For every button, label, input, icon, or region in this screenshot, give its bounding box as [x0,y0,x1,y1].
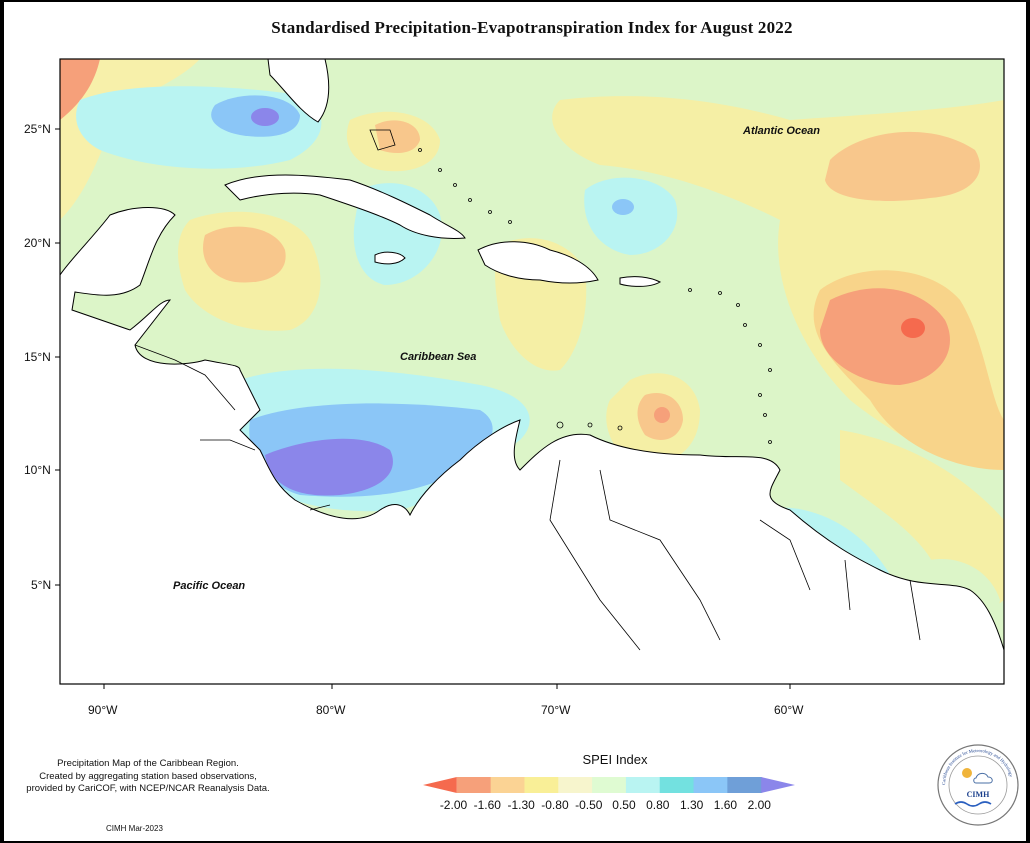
credits-line-2: Created by aggregating station based obs… [39,770,257,782]
label-caribbean-sea: Caribbean Sea [400,351,476,363]
jamaica [374,251,406,265]
legend-swatch-10 [761,777,795,793]
legend-swatch-8 [693,777,728,793]
lon-label-60w: 60°W [774,703,804,717]
florida [267,59,330,123]
label-pacific-ocean: Pacific Ocean [173,580,245,592]
lat-label-20n: 20°N [24,236,51,250]
wave-icon [954,801,992,807]
legend-swatch-0 [423,777,457,793]
legend-tick-label: -1.30 [507,798,535,812]
lon-label-90w: 90°W [88,703,118,717]
legend-swatch-6 [625,777,661,793]
legend-swatch-1 [456,777,492,793]
legend-tick-label: 0.80 [646,798,670,812]
legend-tick-label: 1.60 [713,798,738,812]
puerto-rico [619,276,662,287]
legend-tick-label: -0.50 [575,798,603,812]
borders [134,344,921,651]
legend-tick-label: 1.30 [679,798,704,812]
legend-swatch-9 [727,777,762,793]
lat-label-25n: 25°N [24,122,51,136]
legend-tick-label: -2.00 [439,798,468,812]
map-border [59,58,1005,685]
land-masses [60,59,1004,684]
legend-swatch-4 [558,777,593,793]
cuba [224,174,466,239]
lat-label-15n: 15°N [24,350,51,364]
legend-tick-label: 2.00 [747,798,771,812]
lat-label-5n: 5°N [31,578,52,592]
sun-icon [962,768,972,778]
credits-line-1: Precipitation Map of the Caribbean Regio… [57,758,239,769]
date-stamp: CIMH Mar-2023 [106,824,163,833]
cloud-icon [973,772,993,784]
label-atlantic-ocean: Atlantic Ocean [742,125,820,137]
legend-title: SPEI Index [582,752,648,767]
logo-text: CIMH [967,790,990,799]
legend-swatch-5 [592,777,627,793]
map-credits: Precipitation Map of the Caribbean Regio… [8,758,288,796]
legend-tick-label: -0.80 [541,798,569,812]
small-islands [369,129,772,444]
legend-swatch-2 [490,777,525,793]
lon-label-70w: 70°W [541,703,571,717]
credits-line-3: provided by CariCOF, with NCEP/NCAR Rean… [26,783,270,794]
lon-label-80w: 80°W [316,703,346,717]
lat-label-10n: 10°N [24,463,51,477]
axis-ticks [55,128,791,689]
legend-swatch-7 [659,777,695,793]
legend-swatch-3 [524,777,559,793]
legend-tick-label: -1.60 [473,798,501,812]
map-title: Standardised Precipitation-Evapotranspir… [271,18,793,37]
hispaniola [477,241,599,284]
south-america-central-america [60,207,1004,684]
legend-tick-label: 0.50 [612,798,636,812]
